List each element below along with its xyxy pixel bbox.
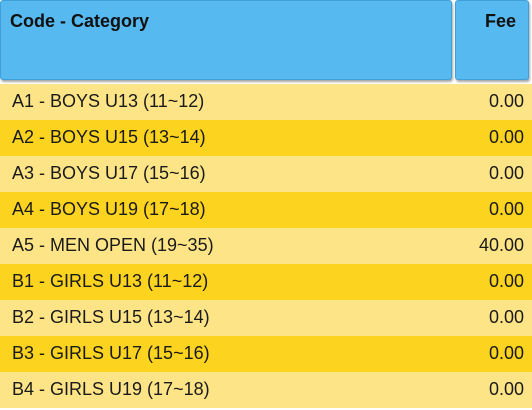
fee-cell: 0.00 <box>488 379 524 399</box>
column-header-fee[interactable]: Fee <box>455 0 529 80</box>
table-row[interactable]: A3 - BOYS U17 (15~16) 0.00 <box>0 156 532 192</box>
table-body: A1 - BOYS U13 (11~12) 0.00 A2 - BOYS U15… <box>0 84 532 408</box>
fee-cell: 0.00 <box>488 307 524 327</box>
table-row[interactable]: A2 - BOYS U15 (13~14) 0.00 <box>0 120 532 156</box>
fee-cell: 40.00 <box>478 235 524 255</box>
category-cell: A4 - BOYS U19 (17~18) <box>12 199 206 219</box>
table-header: Code - Category Fee <box>0 0 532 84</box>
category-cell: B1 - GIRLS U13 (11~12) <box>12 271 209 291</box>
fee-cell: 0.00 <box>488 199 524 219</box>
category-cell: A1 - BOYS U13 (11~12) <box>12 91 205 111</box>
table-row[interactable]: A1 - BOYS U13 (11~12) 0.00 <box>0 84 532 120</box>
category-cell: B3 - GIRLS U17 (15~16) <box>12 343 210 363</box>
fee-cell: 0.00 <box>488 127 524 147</box>
table-row[interactable]: A5 - MEN OPEN (19~35) 40.00 <box>0 228 532 264</box>
category-cell: A2 - BOYS U15 (13~14) <box>12 127 206 147</box>
category-cell: A5 - MEN OPEN (19~35) <box>12 235 214 255</box>
column-header-code-category-label: Code - Category <box>10 11 150 31</box>
table-row[interactable]: B2 - GIRLS U15 (13~14) 0.00 <box>0 300 532 336</box>
fee-cell: 0.00 <box>488 163 524 183</box>
category-cell: B4 - GIRLS U19 (17~18) <box>12 379 210 399</box>
table-row[interactable]: B3 - GIRLS U17 (15~16) 0.00 <box>0 336 532 372</box>
fee-cell: 0.00 <box>488 343 524 363</box>
table-row[interactable]: B4 - GIRLS U19 (17~18) 0.00 <box>0 372 532 408</box>
table-row[interactable]: A4 - BOYS U19 (17~18) 0.00 <box>0 192 532 228</box>
column-header-code-category[interactable]: Code - Category <box>0 0 452 80</box>
table-row[interactable]: B1 - GIRLS U13 (11~12) 0.00 <box>0 264 532 300</box>
category-cell: A3 - BOYS U17 (15~16) <box>12 163 206 183</box>
column-header-fee-label: Fee <box>484 11 516 31</box>
category-cell: B2 - GIRLS U15 (13~14) <box>12 307 210 327</box>
fee-cell: 0.00 <box>488 91 524 111</box>
fee-cell: 0.00 <box>488 271 524 291</box>
